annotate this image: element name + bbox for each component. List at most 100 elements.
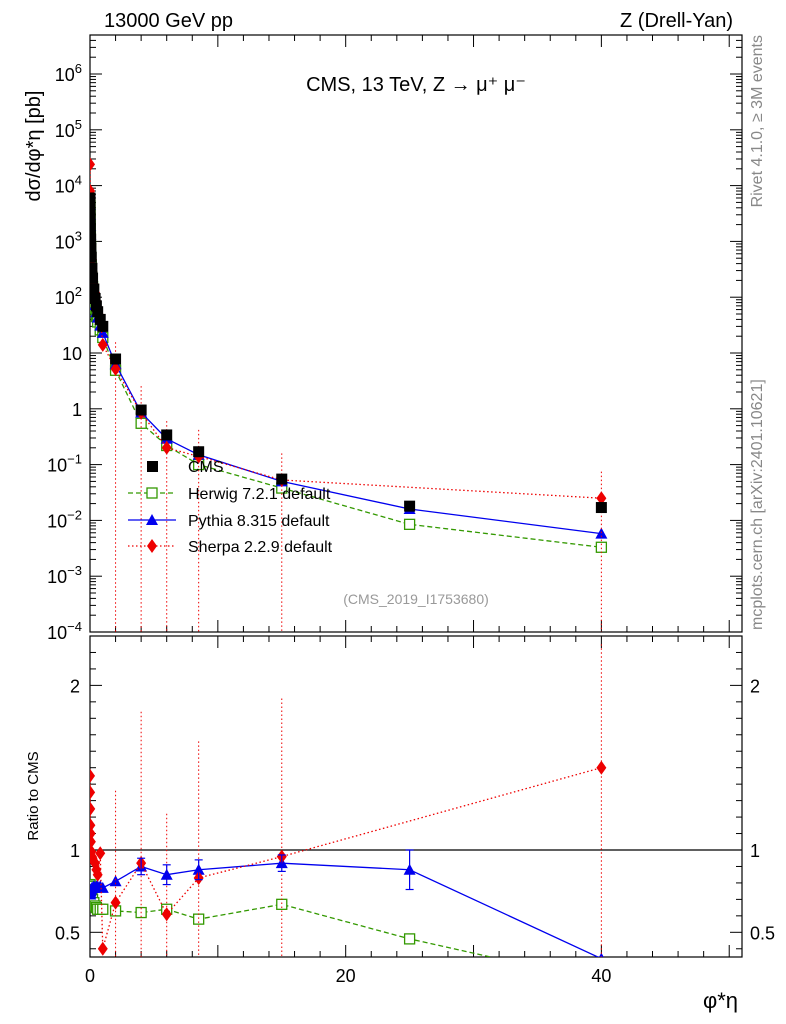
y-tick-base: 1 [72,400,82,420]
ratio-frame [89,635,743,958]
y-tick-exponent: −3 [67,563,82,578]
legend-pythia-marker [146,514,158,525]
sherpa-ratio-point [92,867,103,882]
sherpa-ratio-point [97,941,108,956]
herwig-ratio-point [97,903,109,915]
y-tick-exponent: 2 [75,284,82,299]
y-tick-base: 10 [47,456,67,476]
y-tick-base: 10 [62,344,82,364]
y-tick-label: 10 [62,344,82,364]
cms-data-point [90,300,102,312]
legend-sherpa-label: Sherpa 2.2.9 default [188,539,333,556]
pythia-main-line [90,204,602,535]
pythia-ratio-point [598,952,604,957]
y-axis-label: dσ/dφ*η [pb] [23,91,45,202]
chart-title: CMS, 13 TeV, Z → μ⁺ μ⁻ [306,74,526,96]
y-tick-base: 10 [47,567,67,587]
x-tick-label: 20 [336,966,356,986]
main-series [90,157,608,632]
y-tick-label: 102 [55,284,82,308]
ratio-axes: 0 20 40 0.5 0.5 1 1 2 2 [55,651,775,986]
cms-data-point [90,251,97,263]
main-frame [89,34,743,633]
y-tick-exponent: 6 [75,61,82,76]
ratio-axis-label-text: Ratio to CMS [25,751,42,840]
pythia-main-point [595,527,608,539]
ratio-tick-label-right: 2 [750,676,760,696]
cms-data-point [92,306,104,318]
y-tick-base: 10 [55,232,75,252]
sherpa-main-point [110,361,121,376]
y-tick-label: 10−1 [47,452,82,476]
pythia-ratio-point [96,881,109,893]
cms-data-point [90,292,101,304]
cms-data-point [97,320,109,332]
pythia-ratio-point [109,875,122,887]
y-tick-exponent: 3 [75,228,82,243]
sherpa-ratio-point [95,846,106,861]
x-tick-label: 0 [85,966,95,986]
y-tick-base: 10 [47,511,67,531]
header-left: 13000 GeV pp [104,10,233,32]
cms-data-point [90,242,97,254]
y-axis-label-text: dσ/dφ*η [pb] [23,91,45,202]
cms-data-point [193,446,205,458]
pythia-main-point [96,326,109,338]
herwig-main-point [403,518,416,530]
y-tick-base: 10 [55,177,75,197]
cms-data-point [90,223,96,235]
y-tick-label: 104 [55,173,82,197]
cms-data-point [90,272,99,284]
x-axis-label: φ*η [703,988,738,1013]
x-tick-label: 40 [591,966,611,986]
y-tick-base: 10 [55,288,75,308]
y-tick-exponent: −4 [67,619,82,634]
sherpa-ratio-point [110,895,121,910]
cms-data-point [90,202,96,214]
sherpa-ratio-point [596,760,607,775]
y-tick-label: 10−4 [47,619,82,643]
cms-data-point [90,192,96,204]
sherpa-main-point [596,491,607,506]
sherpa-ratio-point [90,801,96,816]
cms-data-point [135,404,147,416]
legend-sherpa-marker [147,539,157,553]
header-right: Z (Drell-Yan) [620,10,733,32]
y-tick-exponent: 4 [75,173,82,188]
herwig-ratio-point [403,933,416,945]
y-tick-base: 10 [47,623,67,643]
y-tick-label: 10−3 [47,563,82,587]
sherpa-main-point [90,157,96,172]
cms-data-point [404,500,416,512]
mcplots-label: mcplots.cern.ch [arXiv:2401.10621] [749,379,766,630]
cms-data-point [161,429,173,441]
sherpa-main-point [161,440,172,455]
y-tick-base: 10 [55,65,75,85]
ratio-tick-label: 1 [70,841,80,861]
ratio-series [90,644,607,957]
y-tick-label: 106 [55,61,82,85]
y-tick-exponent: 5 [75,117,82,132]
analysis-id: (CMS_2019_I1753680) [343,591,489,607]
cms-data-point [90,233,97,245]
legend-herwig-label: Herwig 7.2.1 default [188,486,331,503]
y-tick-label: 103 [55,228,82,252]
y-tick-exponent: −2 [67,507,82,522]
y-tick-exponent: −1 [67,452,82,467]
rivet-label: Rivet 4.1.0, ≥ 3M events [749,35,766,207]
y-tick-label: 105 [55,117,82,141]
herwig-main-line [90,204,602,548]
cms-data-point [276,473,288,485]
cms-data-point [90,262,98,274]
legend-cms-label: CMS [188,459,224,476]
legend-cms-marker [147,461,158,472]
cms-data-point [595,502,607,514]
y-tick-base: 10 [55,121,75,141]
y-tick-label: 1 [72,400,82,420]
cms-data-point [90,212,96,224]
cms-data-point [110,353,122,365]
ratio-tick-label: 2 [70,676,80,696]
y-tick-label: 10−2 [47,507,82,531]
